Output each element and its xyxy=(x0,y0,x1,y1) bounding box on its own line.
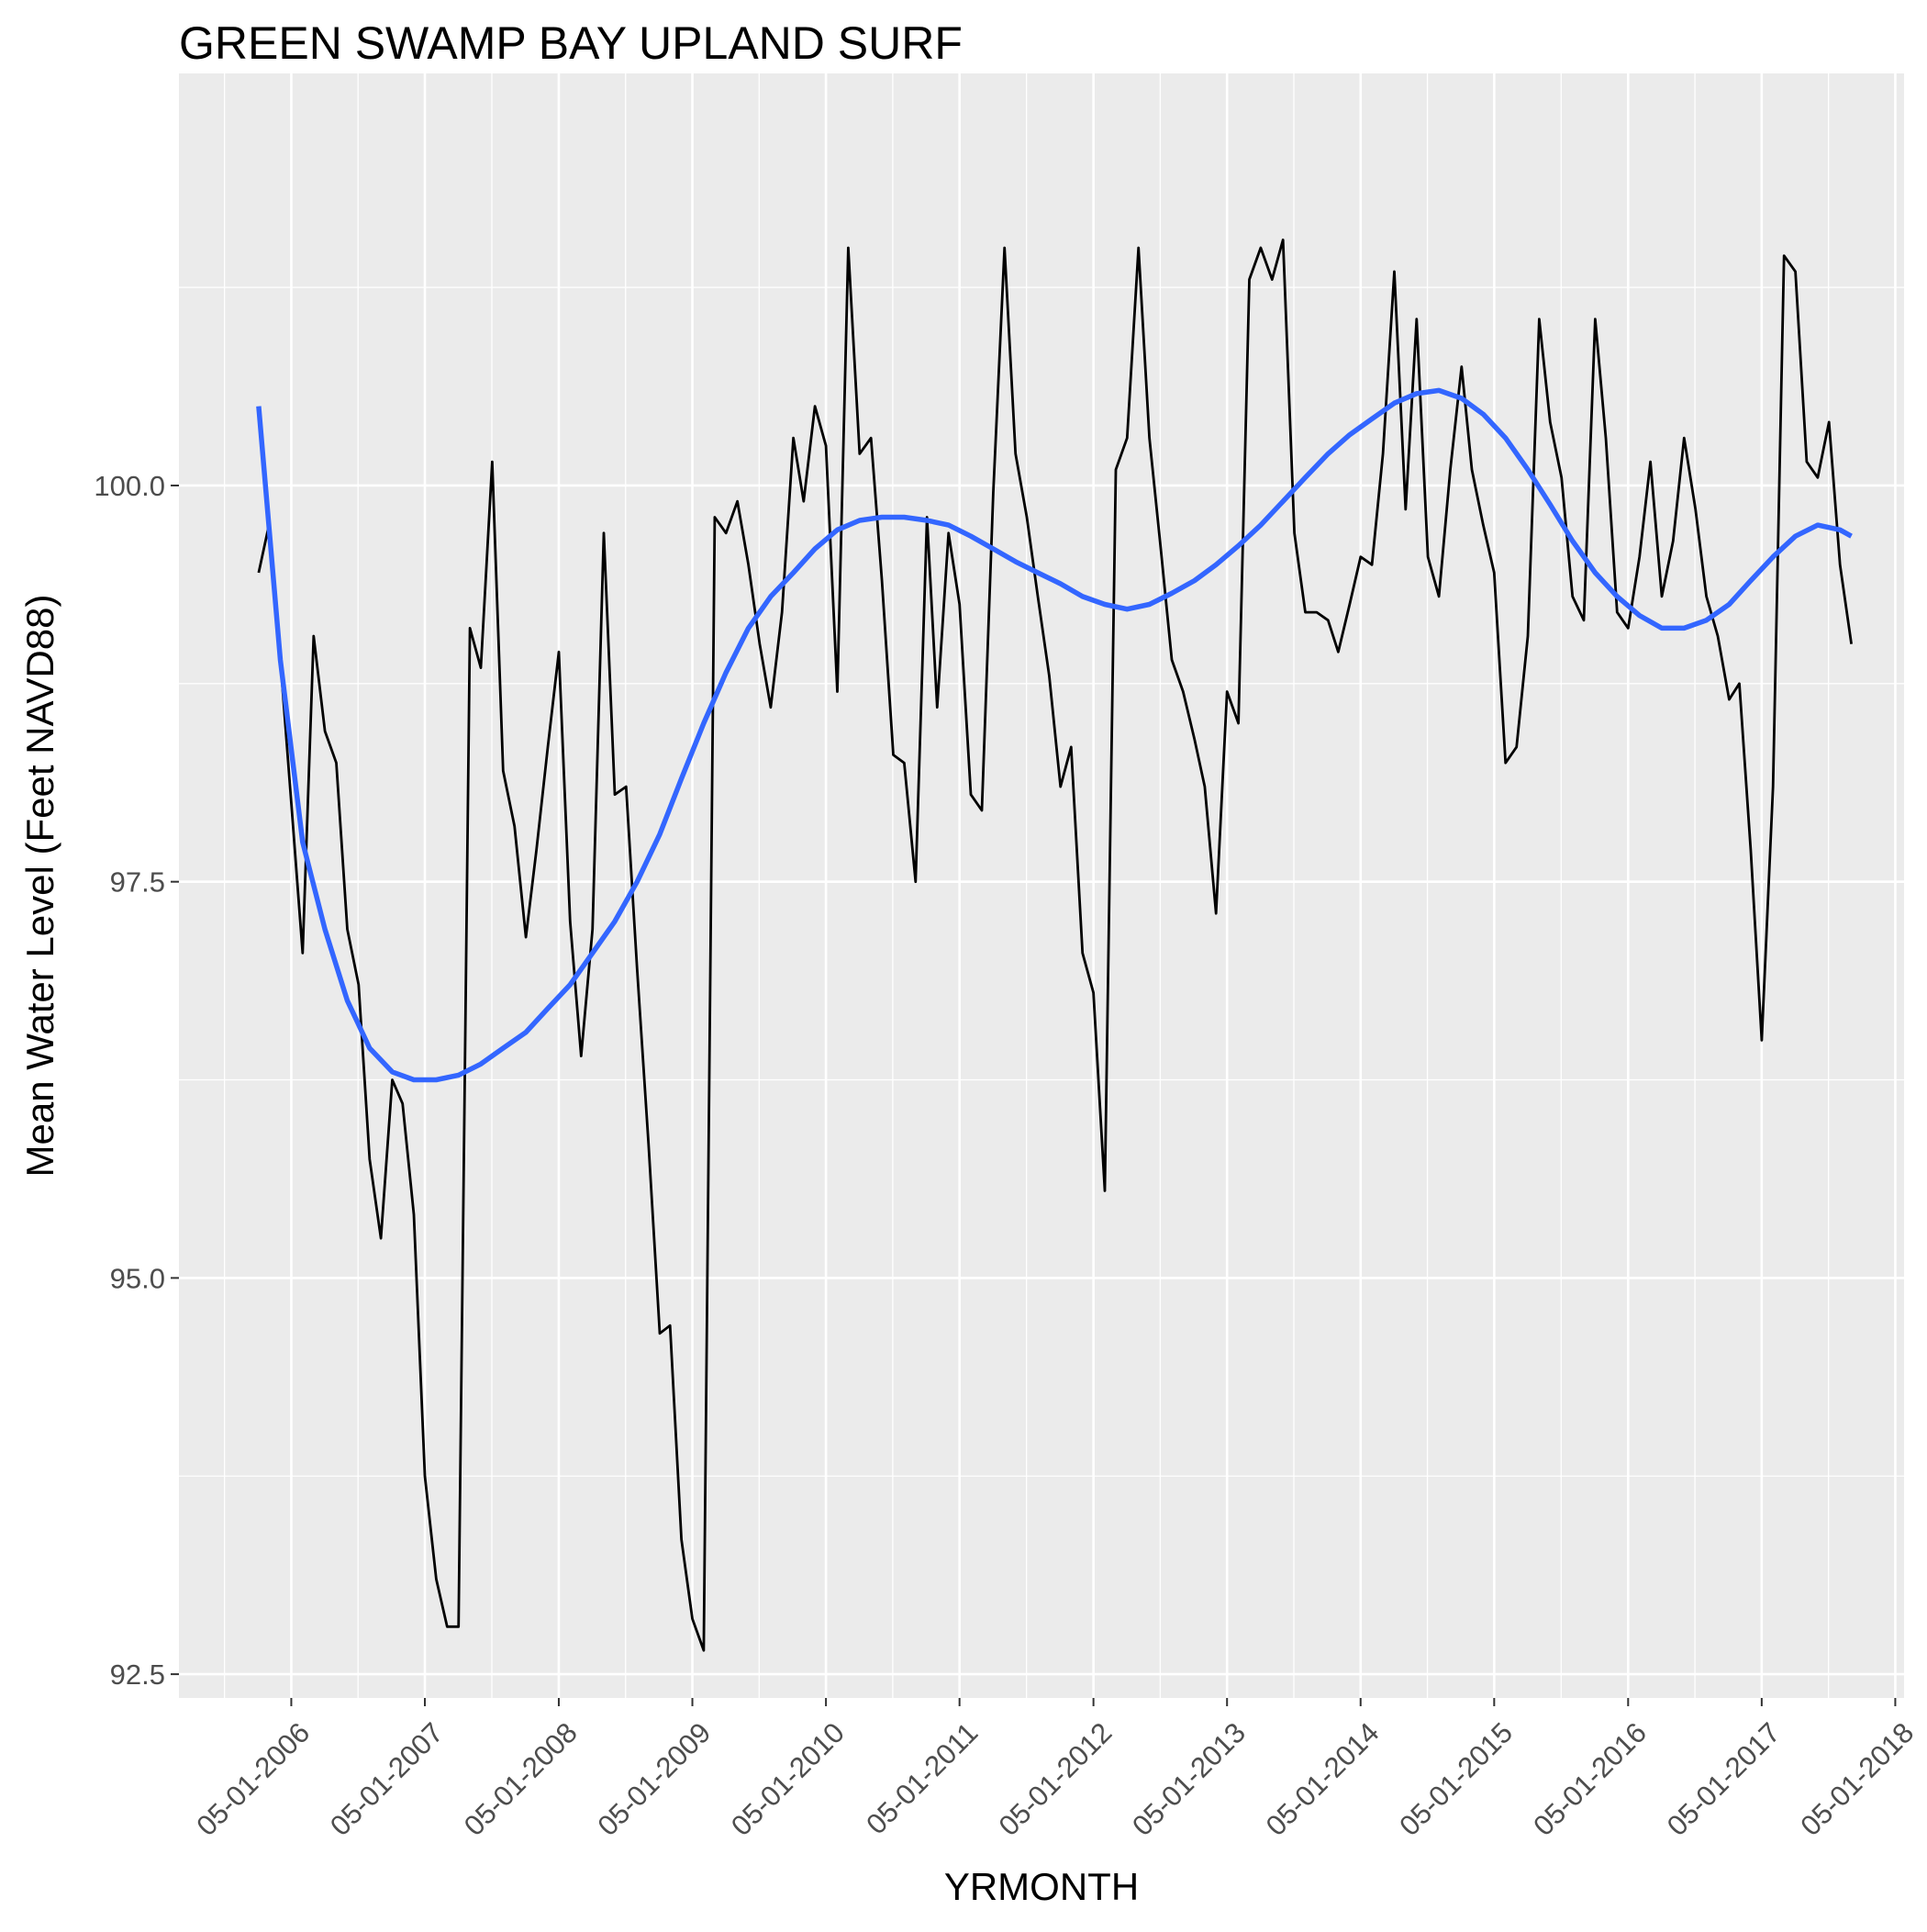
x-tick-label: 05-01-2018 xyxy=(1794,1716,1920,1842)
x-axis: 05-01-2006 05-01-2007 05-01-2008 05-01-2009… xyxy=(190,1698,1920,1842)
x-tick-label: 05-01-2012 xyxy=(993,1716,1119,1842)
y-tick-label: 97.5 xyxy=(110,866,165,899)
plot-panel xyxy=(179,73,1904,1698)
x-tick-label: 05-01-2006 xyxy=(190,1716,316,1842)
x-tick-label: 05-01-2014 xyxy=(1260,1716,1386,1842)
y-axis: 92.5 95.0 97.5 100.0 xyxy=(94,470,179,1691)
x-tick-label: 05-01-2009 xyxy=(591,1716,717,1842)
y-tick-label: 95.0 xyxy=(110,1262,165,1294)
x-tick-label: 05-01-2007 xyxy=(324,1716,450,1842)
grid-minor xyxy=(179,73,1904,1698)
x-axis-title: YRMONTH xyxy=(944,1865,1139,1908)
x-tick-label: 05-01-2016 xyxy=(1527,1716,1653,1842)
water-level-line xyxy=(257,238,1853,1652)
y-axis-title: Mean Water Level (Feet NAVD88) xyxy=(18,595,61,1178)
x-tick-label: 05-01-2013 xyxy=(1126,1716,1252,1842)
y-tick-label: 92.5 xyxy=(110,1658,165,1691)
x-tick-label: 05-01-2017 xyxy=(1661,1716,1787,1842)
x-tick-label: 05-01-2008 xyxy=(458,1716,584,1842)
grid-major xyxy=(179,73,1904,1698)
x-tick-label: 05-01-2011 xyxy=(860,1716,984,1840)
x-tick-label: 05-01-2015 xyxy=(1393,1716,1519,1842)
series-layer xyxy=(256,238,1853,1652)
y-tick-label: 100.0 xyxy=(94,470,165,502)
chart-title: GREEN SWAMP BAY UPLAND SURF xyxy=(179,17,963,69)
x-tick-label: 05-01-2010 xyxy=(725,1716,851,1842)
smooth-trend-line xyxy=(256,387,1853,1083)
